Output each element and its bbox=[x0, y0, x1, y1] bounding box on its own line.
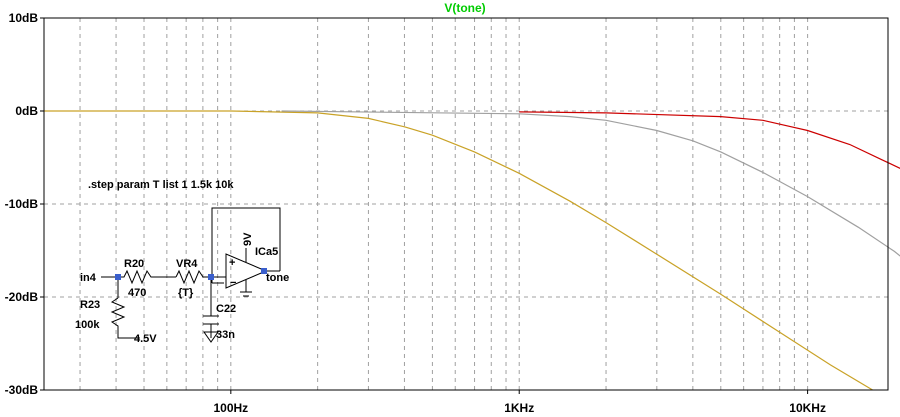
label-r23: R23 bbox=[80, 299, 100, 311]
y-tick-label: -30dB bbox=[5, 383, 39, 397]
node-in4 bbox=[115, 274, 121, 280]
label-9v: 9V bbox=[242, 232, 254, 246]
series-line-1 bbox=[281, 110, 900, 257]
label-c22: C22 bbox=[216, 303, 236, 315]
label-ica5: ICa5 bbox=[255, 246, 278, 258]
step-directive: .step param T list 1 1.5k 10k bbox=[88, 179, 234, 191]
grid bbox=[44, 18, 888, 390]
node-vr4 bbox=[208, 274, 214, 280]
y-tick-label: 10dB bbox=[9, 11, 39, 25]
x-tick-label: 1KHz bbox=[504, 401, 534, 415]
label-tone: tone bbox=[266, 272, 289, 284]
label-vr4: VR4 bbox=[176, 258, 198, 270]
y-tick-label: 0dB bbox=[15, 104, 38, 118]
series-line-0 bbox=[44, 110, 873, 391]
series-group bbox=[44, 110, 900, 391]
tick-labels: 10dB 0dB -10dB -20dB -30dB 100Hz 1KHz 10KHz bbox=[5, 11, 826, 415]
opamp-supply bbox=[240, 248, 252, 297]
node-out bbox=[261, 268, 267, 274]
plot-frame bbox=[43, 17, 889, 391]
opamp-minus: − bbox=[230, 277, 236, 289]
x-tick-label: 100Hz bbox=[213, 401, 248, 415]
vr4-resistor bbox=[175, 269, 207, 285]
label-in4: in4 bbox=[80, 272, 97, 284]
schematic: .step param T list 1 1.5k 10k in4 R20 47… bbox=[75, 179, 289, 345]
opamp-symbol bbox=[225, 253, 268, 289]
label-33n: 33n bbox=[216, 329, 235, 341]
r23-resistor bbox=[110, 297, 140, 339]
chart-title: V(tone) bbox=[444, 1, 485, 15]
r20-resistor bbox=[118, 269, 154, 285]
series-line-2 bbox=[519, 111, 900, 169]
label-4-5v: 4.5V bbox=[134, 333, 157, 345]
y-tick-label: -10dB bbox=[5, 197, 39, 211]
label-r20: R20 bbox=[124, 258, 144, 270]
label-470: 470 bbox=[128, 287, 146, 299]
x-tick-label: 10KHz bbox=[789, 401, 826, 415]
label-t: {T} bbox=[178, 287, 194, 299]
y-tick-label: -20dB bbox=[5, 290, 39, 304]
c22-capacitor bbox=[203, 314, 219, 343]
label-100k: 100k bbox=[75, 319, 100, 331]
opamp-plus: + bbox=[229, 257, 235, 269]
